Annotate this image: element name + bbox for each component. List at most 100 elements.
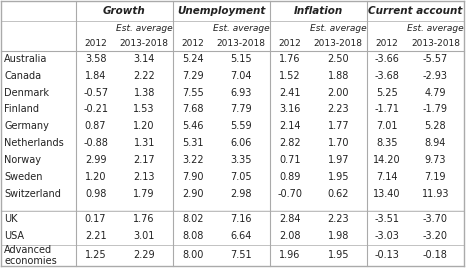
- Text: 5.24: 5.24: [182, 54, 203, 64]
- Text: 1.96: 1.96: [279, 251, 301, 261]
- Text: 2.90: 2.90: [182, 189, 203, 199]
- Text: Germany: Germany: [4, 121, 49, 131]
- Text: 2.00: 2.00: [328, 88, 349, 98]
- Text: 0.62: 0.62: [328, 189, 349, 199]
- Text: 7.19: 7.19: [425, 172, 446, 182]
- Text: Unemployment: Unemployment: [177, 6, 265, 16]
- Text: Australia: Australia: [4, 54, 47, 64]
- Text: 7.55: 7.55: [182, 88, 203, 98]
- Text: 2.50: 2.50: [328, 54, 349, 64]
- Text: 0.17: 0.17: [85, 214, 106, 224]
- Text: -3.70: -3.70: [423, 214, 448, 224]
- Text: 7.68: 7.68: [182, 104, 203, 114]
- Text: 7.05: 7.05: [230, 172, 252, 182]
- Text: 1.20: 1.20: [133, 121, 155, 131]
- Text: Norway: Norway: [4, 155, 41, 165]
- Text: 3.16: 3.16: [279, 104, 301, 114]
- Text: 5.31: 5.31: [182, 138, 203, 148]
- Text: Est. average: Est. average: [213, 24, 270, 33]
- Text: 7.29: 7.29: [182, 71, 203, 81]
- Text: -1.71: -1.71: [374, 104, 400, 114]
- Text: 1.53: 1.53: [133, 104, 155, 114]
- Text: 1.98: 1.98: [328, 231, 349, 241]
- Text: Switzerland: Switzerland: [4, 189, 61, 199]
- Text: 2.21: 2.21: [85, 231, 107, 241]
- Text: Growth: Growth: [103, 6, 146, 16]
- Text: -3.51: -3.51: [374, 214, 400, 224]
- Text: 7.51: 7.51: [230, 251, 252, 261]
- Text: 5.15: 5.15: [230, 54, 252, 64]
- Text: -3.68: -3.68: [374, 71, 399, 81]
- Text: Finland: Finland: [4, 104, 39, 114]
- Text: 6.64: 6.64: [230, 231, 252, 241]
- Text: Est. average: Est. average: [310, 24, 367, 33]
- Text: 8.35: 8.35: [376, 138, 398, 148]
- Text: 2013-2018: 2013-2018: [314, 39, 363, 48]
- Text: 7.04: 7.04: [230, 71, 252, 81]
- Text: 1.25: 1.25: [85, 251, 107, 261]
- Text: 2.23: 2.23: [328, 104, 349, 114]
- Text: 7.16: 7.16: [230, 214, 252, 224]
- Text: -3.03: -3.03: [374, 231, 399, 241]
- Text: 0.87: 0.87: [85, 121, 106, 131]
- Text: 1.52: 1.52: [279, 71, 301, 81]
- Text: 1.76: 1.76: [133, 214, 155, 224]
- Text: 7.01: 7.01: [376, 121, 398, 131]
- Text: Est. average: Est. average: [116, 24, 173, 33]
- Text: -0.57: -0.57: [83, 88, 108, 98]
- Text: -0.18: -0.18: [423, 251, 448, 261]
- Text: 1.95: 1.95: [328, 172, 349, 182]
- Text: 2012: 2012: [182, 39, 204, 48]
- Text: -1.79: -1.79: [423, 104, 448, 114]
- Text: 2.13: 2.13: [133, 172, 155, 182]
- Text: 0.71: 0.71: [279, 155, 301, 165]
- Text: 2013-2018: 2013-2018: [119, 39, 169, 48]
- Text: 7.14: 7.14: [376, 172, 398, 182]
- Text: 2.29: 2.29: [133, 251, 155, 261]
- Text: 2.99: 2.99: [85, 155, 106, 165]
- Text: Advanced
economies: Advanced economies: [4, 245, 57, 266]
- Text: 3.14: 3.14: [134, 54, 155, 64]
- Text: Canada: Canada: [4, 71, 41, 81]
- Text: 3.35: 3.35: [230, 155, 252, 165]
- Text: -0.21: -0.21: [83, 104, 108, 114]
- Text: 0.98: 0.98: [85, 189, 106, 199]
- Text: 2.82: 2.82: [279, 138, 301, 148]
- Text: 6.06: 6.06: [230, 138, 252, 148]
- Text: 3.01: 3.01: [134, 231, 155, 241]
- Text: -0.13: -0.13: [374, 251, 399, 261]
- Text: 1.38: 1.38: [134, 88, 155, 98]
- Text: -0.70: -0.70: [277, 189, 302, 199]
- Text: 2012: 2012: [375, 39, 398, 48]
- Text: Est. average: Est. average: [407, 24, 464, 33]
- Text: 1.84: 1.84: [85, 71, 106, 81]
- Text: 5.46: 5.46: [182, 121, 203, 131]
- Text: 1.70: 1.70: [328, 138, 349, 148]
- Text: 2.23: 2.23: [328, 214, 349, 224]
- Text: Sweden: Sweden: [4, 172, 43, 182]
- Text: 1.88: 1.88: [328, 71, 349, 81]
- Text: 2012: 2012: [84, 39, 107, 48]
- Text: Current account: Current account: [368, 6, 463, 16]
- Text: 1.77: 1.77: [328, 121, 349, 131]
- Text: 9.73: 9.73: [425, 155, 446, 165]
- Text: 0.89: 0.89: [279, 172, 301, 182]
- Text: 2.08: 2.08: [279, 231, 301, 241]
- Text: 8.02: 8.02: [182, 214, 203, 224]
- Text: 2012: 2012: [278, 39, 301, 48]
- Text: 5.25: 5.25: [376, 88, 398, 98]
- Text: 2013-2018: 2013-2018: [217, 39, 266, 48]
- Text: 5.59: 5.59: [230, 121, 252, 131]
- Text: 2.14: 2.14: [279, 121, 301, 131]
- Text: 7.79: 7.79: [230, 104, 252, 114]
- Text: 2.22: 2.22: [133, 71, 155, 81]
- Text: 3.58: 3.58: [85, 54, 106, 64]
- Text: -5.57: -5.57: [423, 54, 448, 64]
- Text: -3.20: -3.20: [423, 231, 448, 241]
- Text: Inflation: Inflation: [294, 6, 343, 16]
- Text: USA: USA: [4, 231, 24, 241]
- Text: 8.94: 8.94: [425, 138, 446, 148]
- Text: 1.31: 1.31: [134, 138, 155, 148]
- Text: 4.79: 4.79: [425, 88, 446, 98]
- Text: Denmark: Denmark: [4, 88, 49, 98]
